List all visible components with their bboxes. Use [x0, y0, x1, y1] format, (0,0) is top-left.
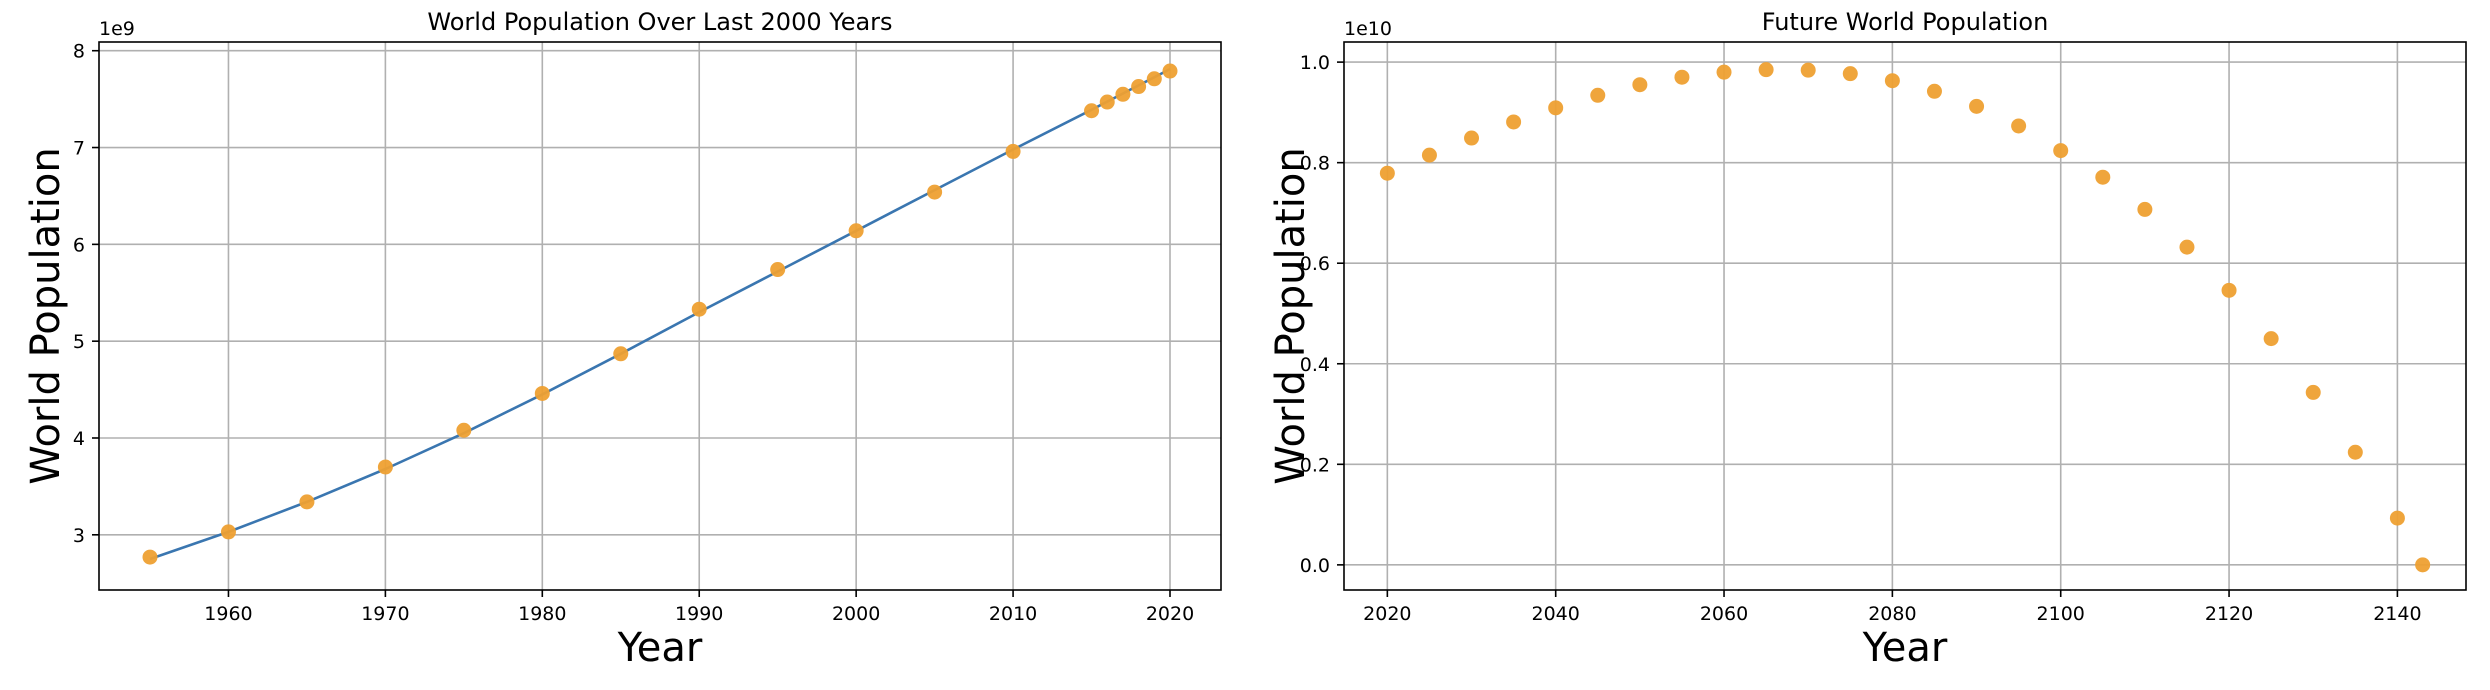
data-point — [2011, 118, 2027, 134]
y-tick-label: 0.2 — [1300, 454, 1330, 476]
x-tick-label: 1960 — [204, 603, 252, 625]
data-point — [1115, 86, 1131, 102]
data-point — [2389, 510, 2405, 526]
data-point — [1421, 147, 1437, 163]
x-tick-label: 2040 — [1532, 603, 1580, 625]
data-point — [848, 223, 864, 239]
data-point — [1084, 103, 1100, 119]
data-point — [1379, 165, 1395, 181]
y-tick-label: 0.0 — [1300, 555, 1330, 577]
y-axis-label: World Population — [1268, 147, 1314, 485]
data-point — [1758, 62, 1774, 78]
data-point — [377, 459, 393, 475]
x-tick-label: 1980 — [518, 603, 566, 625]
data-point — [1099, 94, 1115, 110]
data-point — [1842, 66, 1858, 82]
y-tick-label: 4 — [73, 428, 85, 450]
data-point — [1162, 63, 1178, 79]
data-point — [1674, 69, 1690, 85]
data-point — [2137, 201, 2153, 217]
y-offset-text: 1e9 — [99, 18, 135, 40]
data-point — [220, 524, 236, 540]
y-axis-label: World Population — [23, 147, 69, 485]
y-tick-label: 5 — [73, 331, 85, 353]
data-point — [2095, 169, 2111, 185]
plot-frame — [1343, 41, 2467, 591]
data-point — [1926, 83, 1942, 99]
data-point — [1005, 143, 1021, 159]
x-axis-label: Year — [1862, 625, 1948, 671]
y-tick-label: 0.8 — [1300, 153, 1330, 175]
data-point — [927, 184, 943, 200]
data-point — [534, 385, 550, 401]
left-chart: 1960 1970 1980 1990 2000 2010 2020 3 4 5 6 7 8 World … — [23, 8, 1222, 671]
x-tick-label: 1970 — [361, 603, 409, 625]
data-point — [691, 301, 707, 317]
y-tick-label: 0.4 — [1300, 354, 1330, 376]
y-tick-label: 0.6 — [1300, 253, 1330, 275]
data-point — [2263, 331, 2279, 347]
data-point — [2347, 444, 2363, 460]
data-point — [613, 346, 629, 362]
data-point — [2053, 143, 2069, 159]
x-tick-label: 2020 — [1146, 603, 1194, 625]
data-point — [1131, 79, 1147, 95]
data-point — [1884, 73, 1900, 89]
x-tick-label: 2140 — [2373, 603, 2421, 625]
data-point — [299, 494, 315, 510]
x-tick-label: 2000 — [832, 603, 880, 625]
data-point — [1800, 62, 1816, 78]
data-point — [2305, 384, 2321, 400]
x-tick-label: 2120 — [2205, 603, 2253, 625]
right-chart: 2020 2040 2060 2080 2100 2120 2140 0.0 0.2 0.4 0.6… — [1268, 8, 2467, 671]
data-point — [2221, 282, 2237, 298]
chart-title: Future World Population — [1762, 8, 2049, 36]
data-point — [142, 549, 158, 565]
y-tick-label: 8 — [73, 41, 85, 63]
data-point — [456, 422, 472, 438]
data-point — [1590, 87, 1606, 103]
data-point — [770, 262, 786, 278]
y-tick-label: 1.0 — [1300, 52, 1330, 74]
data-point — [1506, 114, 1522, 130]
data-point — [1716, 64, 1732, 80]
x-tick-label: 2060 — [1700, 603, 1748, 625]
chart-title: World Population Over Last 2000 Years — [427, 8, 892, 36]
data-point — [1969, 98, 1985, 114]
data-point — [1548, 100, 1564, 116]
data-point — [1632, 77, 1648, 93]
y-tick-label: 7 — [73, 138, 85, 160]
x-axis-label: Year — [617, 625, 703, 671]
x-tick-label: 2080 — [1868, 603, 1916, 625]
plot-frame — [98, 41, 1222, 591]
x-tick-label: 2010 — [989, 603, 1037, 625]
data-point — [2179, 239, 2195, 255]
trend-line — [149, 67, 1171, 561]
x-tick-label: 1990 — [675, 603, 723, 625]
data-point — [2415, 557, 2431, 573]
x-tick-label: 2020 — [1363, 603, 1411, 625]
y-tick-label: 6 — [73, 234, 85, 256]
data-point — [1464, 130, 1480, 146]
y-offset-text: 1e10 — [1344, 18, 1392, 40]
data-point — [1146, 71, 1162, 87]
y-tick-label: 3 — [73, 525, 85, 547]
x-tick-label: 2100 — [2037, 603, 2085, 625]
